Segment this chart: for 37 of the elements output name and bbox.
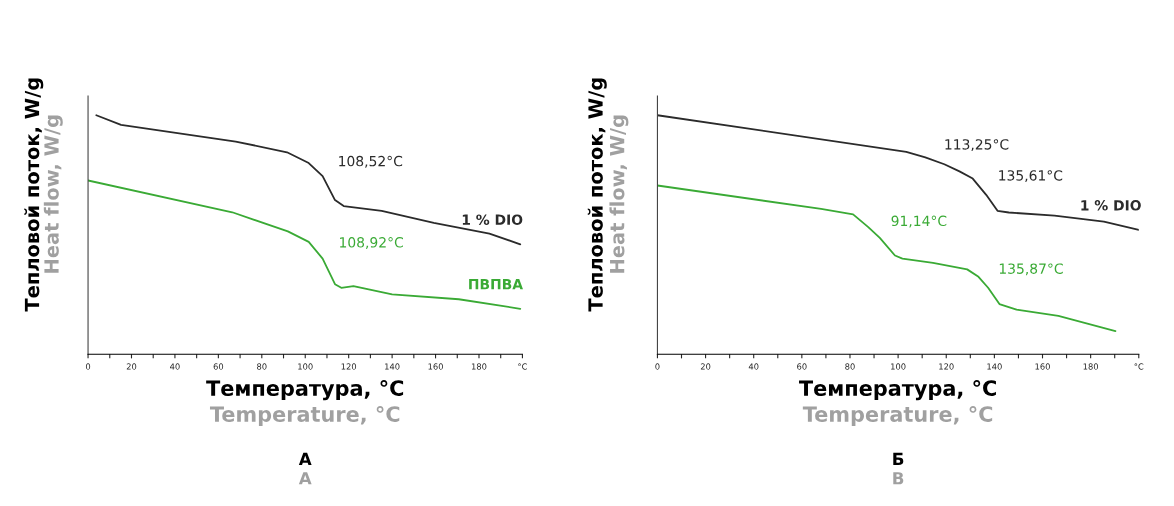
x-tick-label: 100 — [298, 363, 313, 370]
annotation: 108,52°C — [339, 155, 403, 168]
x-tick-label: 160 — [1035, 363, 1050, 370]
annotation: 135,61°C — [999, 170, 1063, 183]
series-label: ПВПВА — [469, 279, 523, 290]
x-tick-label: 60 — [797, 363, 807, 370]
x-tick-label: 80 — [257, 363, 267, 370]
x-tick-label: 40 — [170, 363, 180, 370]
x-axis-title: Температура, °C Temperature, °C — [206, 380, 404, 426]
annotation: 108,92°C — [340, 237, 403, 250]
x-axis-title: Температура, °C Temperature, °C — [799, 380, 996, 426]
x-tick-label: 0 — [85, 363, 91, 370]
x-tick-label: 100 — [891, 363, 906, 370]
y-axis-title: Тепловой поток, W/g Heat flow, W/g — [24, 78, 63, 312]
x-tick-label: 160 — [428, 363, 443, 370]
x-tick-label: °C — [518, 363, 527, 370]
x-tick-label: 20 — [700, 363, 711, 370]
x-tick-label: °C — [1134, 363, 1144, 370]
annotation: 135,87°C — [999, 263, 1063, 276]
series-label: 1 % DIO — [1081, 200, 1141, 211]
text: А A — [298, 452, 312, 485]
x-tick-label: 180 — [471, 363, 487, 370]
x-tick-label: 60 — [213, 363, 224, 370]
x-tick-label: 80 — [845, 363, 855, 370]
x-tick-label: 120 — [341, 363, 357, 370]
annotation: 113,25°C — [945, 139, 1009, 152]
annotation: 91,14°C — [891, 215, 947, 228]
x-tick-label: 20 — [126, 363, 137, 370]
x-tick-label: 140 — [987, 363, 1002, 370]
x-tick-label: 0 — [655, 363, 660, 370]
x-tick-label: 140 — [385, 363, 400, 370]
x-tick-label: 40 — [748, 363, 759, 370]
x-tick-label: 120 — [939, 363, 954, 370]
text: Б B — [893, 452, 904, 485]
x-tick-label: 180 — [1083, 363, 1099, 370]
y-axis-title: Тепловой поток, W/g Heat flow, W/g — [587, 78, 629, 312]
series-label: 1 % DIO — [462, 214, 523, 225]
